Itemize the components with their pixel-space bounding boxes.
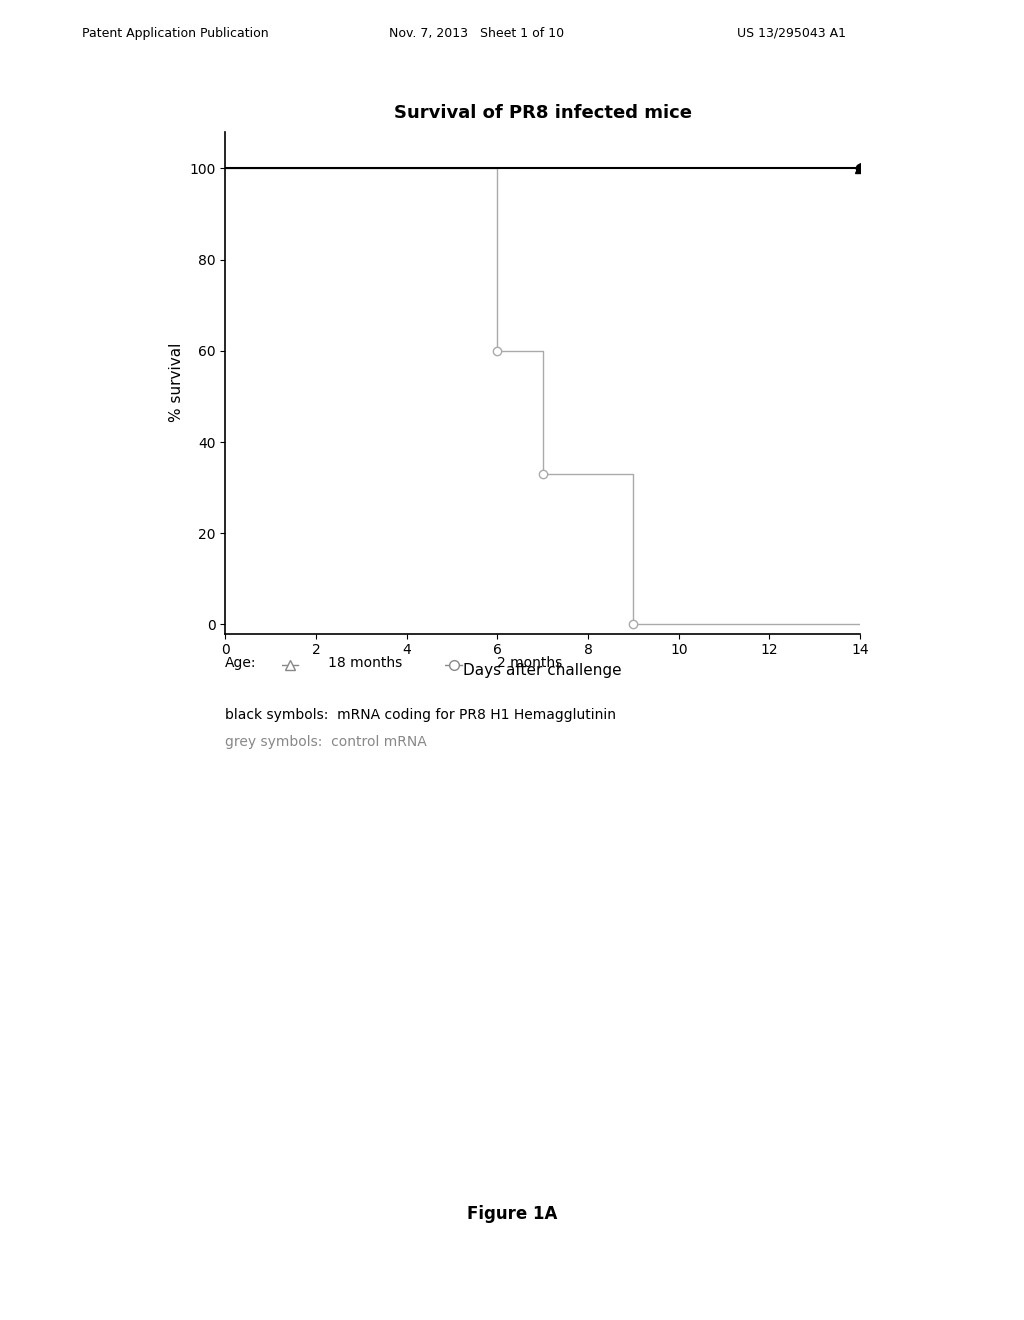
X-axis label: Days after challenge: Days after challenge [464,663,622,678]
Text: black symbols:  mRNA coding for PR8 H1 Hemagglutinin: black symbols: mRNA coding for PR8 H1 He… [225,709,616,722]
Text: 2 months: 2 months [497,656,562,669]
Text: Figure 1A: Figure 1A [467,1205,557,1224]
Text: grey symbols:  control mRNA: grey symbols: control mRNA [225,735,427,748]
Text: Patent Application Publication: Patent Application Publication [82,26,268,40]
Title: Survival of PR8 infected mice: Survival of PR8 infected mice [393,104,692,123]
Text: 18 months: 18 months [328,656,402,669]
Text: US 13/295043 A1: US 13/295043 A1 [737,26,846,40]
Text: Age:: Age: [225,656,257,669]
Y-axis label: % survival: % survival [169,343,183,422]
Text: Nov. 7, 2013   Sheet 1 of 10: Nov. 7, 2013 Sheet 1 of 10 [389,26,564,40]
